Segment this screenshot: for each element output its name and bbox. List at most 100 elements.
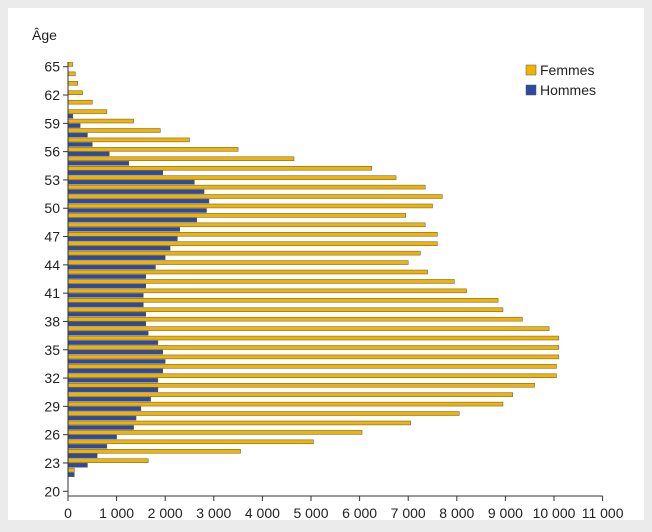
bar-femmes-age-41 bbox=[67, 288, 467, 294]
bar-femmes-age-55 bbox=[67, 156, 295, 162]
bar-hommes-age-59 bbox=[67, 123, 81, 128]
y-tick-label: 23 bbox=[44, 455, 60, 471]
y-tick-label: 50 bbox=[44, 200, 60, 216]
legend-swatch-femmes bbox=[525, 64, 537, 76]
x-tick-label: 5 000 bbox=[293, 505, 328, 520]
bar-hommes-age-31 bbox=[67, 387, 159, 393]
bar-femmes-age-26 bbox=[67, 430, 363, 435]
bar-hommes-age-22 bbox=[67, 472, 75, 477]
bar-hommes-age-25 bbox=[67, 444, 108, 449]
bar-femmes-age-56 bbox=[67, 147, 239, 152]
bar-femmes-age-37 bbox=[67, 326, 550, 331]
chart-frame: Âge 20 23 26 29 32 35 38 41 44 47 50 53 56 59 62 65 0 1 … bbox=[8, 8, 644, 520]
bar-hommes-age-32 bbox=[67, 378, 159, 383]
bar-femmes-age-42 bbox=[67, 279, 455, 284]
y-axis: 20 23 26 29 32 35 38 41 44 47 50 53 56 59 62 65 bbox=[44, 59, 69, 499]
bar-femmes-age-24 bbox=[67, 449, 241, 454]
x-tick-label: 11 000 bbox=[582, 505, 624, 520]
bar-hommes-age-47 bbox=[67, 236, 178, 242]
y-tick-label: 29 bbox=[44, 398, 60, 414]
bar-hommes-age-55 bbox=[67, 161, 129, 166]
bar-hommes-age-23 bbox=[67, 463, 88, 468]
x-tick-label: 7 000 bbox=[391, 505, 426, 520]
bar-femmes-age-52 bbox=[67, 184, 426, 190]
bar-femmes-age-27 bbox=[67, 420, 411, 426]
bar-hommes-age-48 bbox=[67, 227, 181, 232]
bar-hommes-age-45 bbox=[67, 255, 166, 260]
bars-group bbox=[67, 62, 560, 477]
bar-femmes-age-28 bbox=[67, 411, 460, 416]
bar-hommes-age-39 bbox=[67, 312, 147, 317]
bar-hommes-age-40 bbox=[67, 302, 144, 308]
y-axis-title: Âge bbox=[32, 27, 57, 43]
bar-femmes-age-59 bbox=[67, 118, 134, 124]
x-tick-label: 2 000 bbox=[148, 505, 183, 520]
bar-hommes-age-26 bbox=[67, 434, 117, 440]
y-tick-label: 41 bbox=[44, 285, 60, 301]
y-tick-label: 26 bbox=[44, 427, 60, 443]
bar-hommes-age-56 bbox=[67, 151, 110, 157]
x-tick-label: 3 000 bbox=[196, 505, 231, 520]
bar-femmes-age-45 bbox=[67, 250, 421, 256]
x-tick-label: 1 000 bbox=[99, 505, 134, 520]
bar-femmes-age-40 bbox=[67, 298, 499, 303]
bar-hommes-age-57 bbox=[67, 142, 93, 147]
bar-femmes-age-31 bbox=[67, 382, 535, 388]
bar-hommes-age-49 bbox=[67, 217, 198, 223]
bar-femmes-age-57 bbox=[67, 137, 190, 143]
y-tick-label: 20 bbox=[44, 483, 60, 499]
bar-femmes-age-34 bbox=[67, 354, 560, 360]
bar-hommes-age-42 bbox=[67, 283, 147, 289]
bar-hommes-age-52 bbox=[67, 189, 205, 194]
bar-femmes-age-53 bbox=[67, 175, 397, 180]
bar-femmes-age-49 bbox=[67, 213, 407, 218]
bar-hommes-age-27 bbox=[67, 425, 134, 430]
y-tick-label: 59 bbox=[44, 115, 60, 131]
bar-femmes-age-36 bbox=[67, 335, 560, 341]
bar-hommes-age-35 bbox=[67, 349, 164, 355]
bar-femmes-age-30 bbox=[67, 392, 513, 397]
bar-femmes-age-61 bbox=[67, 99, 93, 105]
legend-label-femmes: Femmes bbox=[540, 62, 594, 78]
bar-femmes-age-58 bbox=[67, 128, 161, 133]
bar-femmes-age-46 bbox=[67, 241, 438, 246]
bar-femmes-age-50 bbox=[67, 203, 433, 209]
y-tick-label: 38 bbox=[44, 313, 60, 329]
bar-hommes-age-46 bbox=[67, 246, 171, 251]
bar-hommes-age-44 bbox=[67, 264, 156, 270]
x-tick-label: 6 000 bbox=[342, 505, 377, 520]
bar-femmes-age-54 bbox=[67, 165, 372, 171]
y-tick-label: 35 bbox=[44, 342, 60, 358]
bar-femmes-age-47 bbox=[67, 232, 438, 237]
legend-swatch-hommes bbox=[525, 84, 537, 96]
y-tick-label: 65 bbox=[44, 59, 60, 75]
bar-hommes-age-28 bbox=[67, 415, 137, 421]
bar-femmes-age-60 bbox=[67, 109, 108, 114]
x-tick-label: 10 000 bbox=[533, 505, 576, 520]
bar-femmes-age-22 bbox=[67, 467, 75, 473]
y-tick-label: 56 bbox=[44, 144, 60, 160]
y-tick-label: 32 bbox=[44, 370, 60, 386]
bar-femmes-age-63 bbox=[67, 81, 78, 86]
bar-hommes-age-58 bbox=[67, 132, 88, 138]
bar-femmes-age-33 bbox=[67, 364, 557, 369]
bar-hommes-age-30 bbox=[67, 396, 151, 402]
bar-femmes-age-64 bbox=[67, 71, 76, 77]
y-tick-label: 47 bbox=[44, 229, 60, 245]
bar-femmes-age-51 bbox=[67, 194, 443, 199]
bar-femmes-age-23 bbox=[67, 458, 149, 463]
bar-femmes-age-65 bbox=[67, 62, 74, 67]
bar-femmes-age-43 bbox=[67, 269, 428, 275]
bar-femmes-age-35 bbox=[67, 345, 560, 350]
x-tick-label: 9 000 bbox=[488, 505, 523, 520]
bar-hommes-age-37 bbox=[67, 330, 149, 336]
bar-hommes-age-53 bbox=[67, 179, 195, 185]
bar-hommes-age-51 bbox=[67, 198, 210, 204]
bar-hommes-age-33 bbox=[67, 368, 164, 374]
y-tick-label: 62 bbox=[44, 87, 60, 103]
bar-hommes-age-29 bbox=[67, 406, 142, 411]
bar-femmes-age-39 bbox=[67, 307, 504, 312]
bar-hommes-age-60 bbox=[67, 113, 74, 119]
bar-hommes-age-43 bbox=[67, 274, 147, 279]
x-axis: 0 1 000 2 000 3 000 4 000 5 000 6 000 7 000 8 00… bbox=[64, 495, 624, 520]
